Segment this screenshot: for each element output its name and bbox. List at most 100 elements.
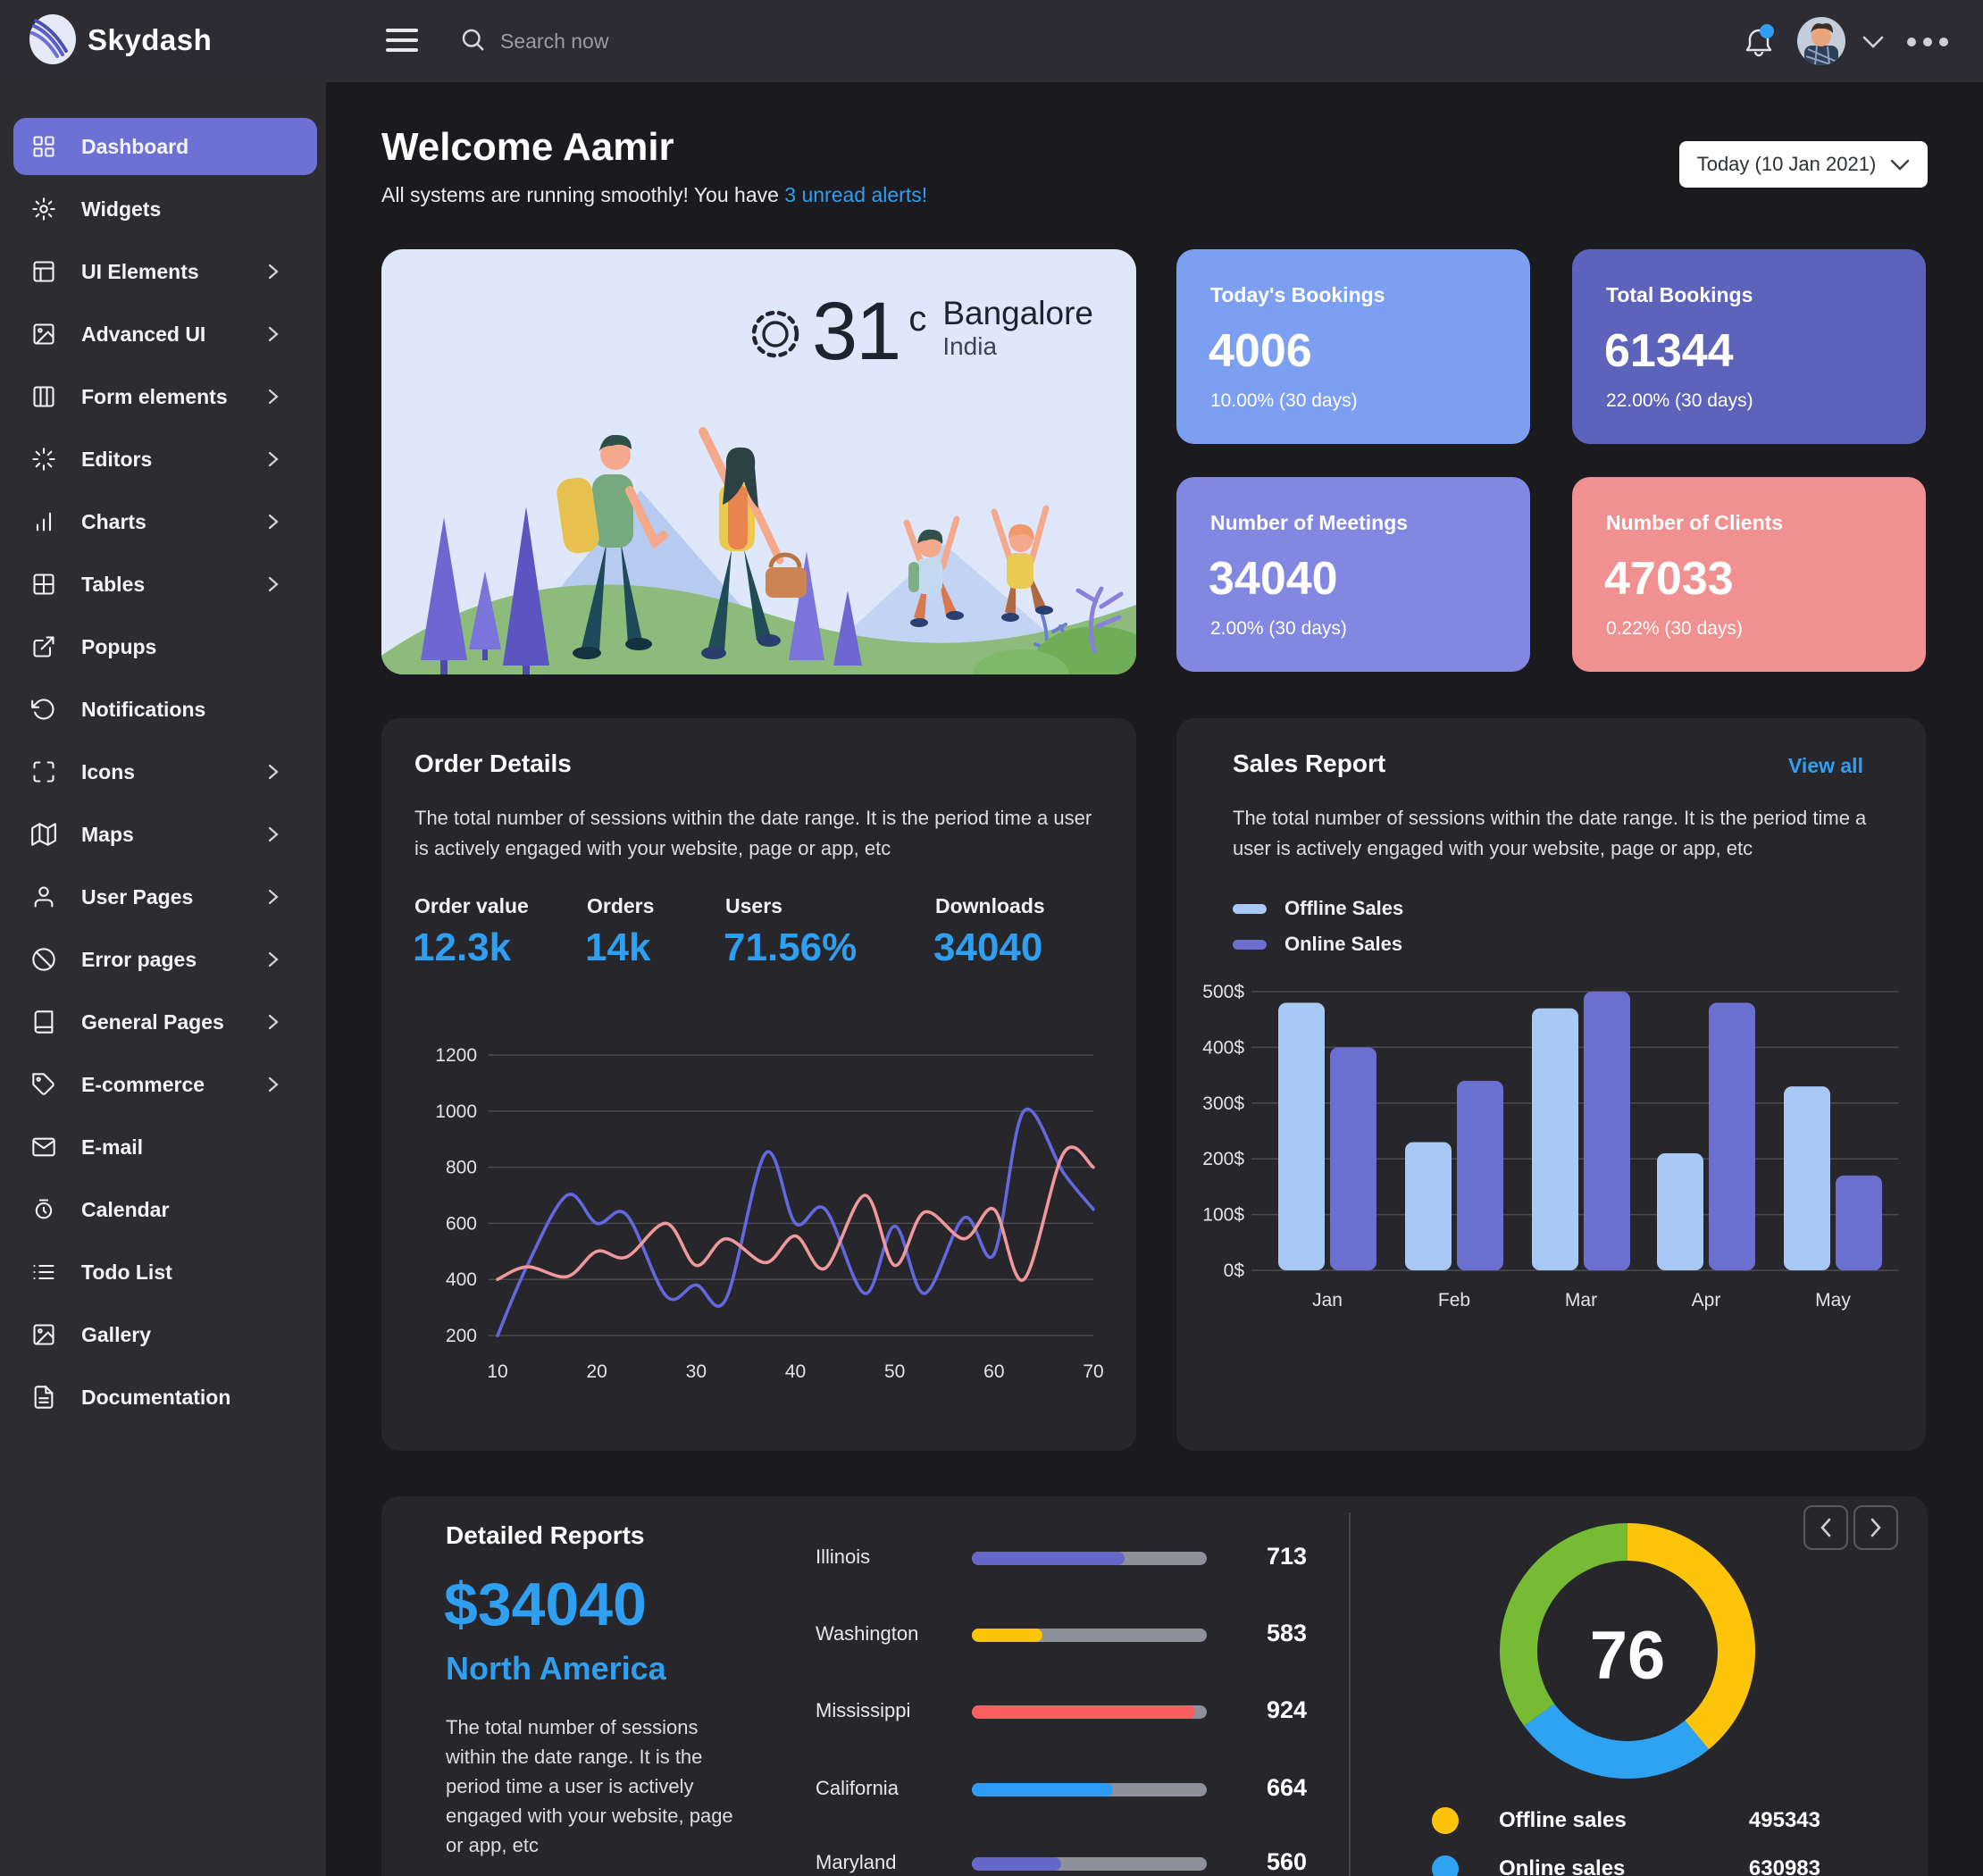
sidebar-item-error-pages[interactable]: Error pages xyxy=(13,931,317,988)
stat-title: Total Bookings xyxy=(1606,283,1753,306)
sidebar-item-label: Documentation xyxy=(81,1385,231,1409)
svg-text:60: 60 xyxy=(983,1361,1004,1382)
temperature-value: 31 xyxy=(811,286,901,377)
skydash-logo-icon[interactable] xyxy=(27,13,79,65)
profile-chevron-down-icon[interactable] xyxy=(1862,34,1885,54)
sidebar-item-editors[interactable]: Editors xyxy=(13,431,317,488)
sidebar-item-label: Tables xyxy=(81,572,146,596)
sidebar-item-advanced-ui[interactable]: Advanced UI xyxy=(13,306,317,363)
chevron-right-icon xyxy=(265,761,281,787)
stat-title: Today's Bookings xyxy=(1210,283,1385,306)
sidebar-item-label: Icons xyxy=(81,759,136,783)
order-stat-label: Users xyxy=(725,894,782,917)
sidebar-item-documentation[interactable]: Documentation xyxy=(13,1369,317,1426)
donut-legend-offline: Offline sales 495343 xyxy=(1432,1807,1820,1834)
notification-bell-icon[interactable] xyxy=(1740,23,1778,65)
hiking-family-illustration xyxy=(381,392,1136,674)
sidebar-item-icons[interactable]: Icons xyxy=(13,743,317,800)
gallery-icon xyxy=(31,1322,56,1347)
table-icon xyxy=(31,572,56,597)
sidebar-item-label: E-mail xyxy=(81,1135,144,1159)
external-link-icon xyxy=(31,634,56,659)
sidebar-item-widgets[interactable]: Widgets xyxy=(13,180,317,238)
stat-value: 61344 xyxy=(1604,325,1734,377)
sidebar-item-label: UI Elements xyxy=(81,259,199,283)
region-row-maryland: Maryland 560 xyxy=(381,1848,1349,1876)
sidebar-item-label: Editors xyxy=(81,447,153,471)
date-range-label: Today (10 Jan 2021) xyxy=(1696,153,1877,175)
svg-text:40: 40 xyxy=(785,1361,806,1382)
sidebar-item-general-pages[interactable]: General Pages xyxy=(13,993,317,1051)
sidebar-item-label: Dashboard xyxy=(81,134,189,158)
stat-card-todays-bookings[interactable]: Today's Bookings 4006 10.00% (30 days) xyxy=(1176,249,1530,444)
donut-legend-online: Online sales 630983 xyxy=(1432,1855,1820,1876)
sidebar-item-notifications[interactable]: Notifications xyxy=(13,681,317,738)
search-input[interactable] xyxy=(498,28,841,54)
sidebar-item-label: Error pages xyxy=(81,947,197,971)
weather-country: India xyxy=(942,331,998,360)
svg-text:400: 400 xyxy=(446,1269,477,1290)
weather-summary: 31 c Bangalore India xyxy=(748,290,1093,373)
order-stat-label: Downloads xyxy=(935,894,1045,917)
sidebar-item-maps[interactable]: Maps xyxy=(13,806,317,863)
detailed-reports-amount: $34040 xyxy=(444,1570,647,1638)
sidebar-item-label: User Pages xyxy=(81,884,194,909)
carousel-next-button[interactable] xyxy=(1853,1505,1898,1550)
weather-city: Bangalore xyxy=(942,295,1093,331)
user-icon xyxy=(31,884,56,909)
sidebar-item-e-commerce[interactable]: E-commerce xyxy=(13,1056,317,1113)
sidebar-item-charts[interactable]: Charts xyxy=(13,493,317,550)
unread-alerts-link[interactable]: 3 unread alerts! xyxy=(784,183,928,206)
sidebar-item-user-pages[interactable]: User Pages xyxy=(13,868,317,925)
weather-card: 31 c Bangalore India xyxy=(381,249,1136,674)
book-icon xyxy=(31,1009,56,1034)
sidebar: Dashboard Widgets UI Elements Advanced UI Fo… xyxy=(0,82,326,1876)
offline-sales-dot xyxy=(1432,1807,1459,1834)
carousel-prev-button[interactable] xyxy=(1803,1505,1848,1550)
detailed-reports-title: Detailed Reports xyxy=(446,1521,645,1549)
temperature-unit: c xyxy=(908,299,927,339)
more-options-icon[interactable] xyxy=(1904,36,1951,53)
region-row-illinois: Illinois 713 xyxy=(381,1543,1349,1574)
detailed-reports-card: Detailed Reports $34040 North America Th… xyxy=(381,1496,1928,1876)
stat-card-number-of-meetings[interactable]: Number of Meetings 34040 2.00% (30 days) xyxy=(1176,477,1530,672)
map-icon xyxy=(31,822,56,847)
sidebar-item-e-mail[interactable]: E-mail xyxy=(13,1118,317,1176)
sidebar-item-ui-elements[interactable]: UI Elements xyxy=(13,243,317,300)
view-all-link[interactable]: View all xyxy=(1788,754,1863,777)
stat-title: Number of Clients xyxy=(1606,511,1784,534)
stat-value: 34040 xyxy=(1209,553,1338,605)
detailed-reports-description: The total number of sessions within the … xyxy=(446,1716,733,1856)
chevron-right-icon xyxy=(265,886,281,912)
region-value: 713 xyxy=(1266,1543,1307,1570)
sidebar-item-popups[interactable]: Popups xyxy=(13,618,317,675)
stat-card-total-bookings[interactable]: Total Bookings 61344 22.00% (30 days) xyxy=(1572,249,1926,444)
svg-text:1000: 1000 xyxy=(435,1101,477,1122)
svg-text:800: 800 xyxy=(446,1158,477,1178)
stat-card-number-of-clients[interactable]: Number of Clients 47033 0.22% (30 days) xyxy=(1572,477,1926,672)
avatar[interactable] xyxy=(1797,17,1845,70)
menu-toggle-icon[interactable] xyxy=(386,29,418,54)
chevron-right-icon xyxy=(265,511,281,537)
sidebar-item-tables[interactable]: Tables xyxy=(13,556,317,613)
svg-text:May: May xyxy=(1815,1290,1851,1311)
sidebar-item-label: General Pages xyxy=(81,1009,224,1034)
svg-text:300$: 300$ xyxy=(1202,1093,1244,1114)
order-details-description: The total number of sessions within the … xyxy=(414,807,1092,860)
stat-subtext: 2.00% (30 days) xyxy=(1210,618,1347,639)
order-stat-label: Order value xyxy=(414,894,529,917)
sidebar-item-gallery[interactable]: Gallery xyxy=(13,1306,317,1363)
tag-icon xyxy=(31,1072,56,1097)
sidebar-item-todo-list[interactable]: Todo List xyxy=(13,1244,317,1301)
sidebar-item-form-elements[interactable]: Form elements xyxy=(13,368,317,425)
list-icon xyxy=(31,1260,56,1285)
date-range-dropdown[interactable]: Today (10 Jan 2021) xyxy=(1679,141,1928,188)
sidebar-item-dashboard[interactable]: Dashboard xyxy=(13,118,317,175)
legend-offline-sales: Offline Sales xyxy=(1233,897,1403,920)
donut-legend-label: Offline sales xyxy=(1499,1808,1627,1832)
svg-text:20: 20 xyxy=(586,1361,607,1382)
svg-text:70: 70 xyxy=(1083,1361,1103,1382)
sidebar-item-label: Charts xyxy=(81,509,146,533)
gear-icon xyxy=(31,197,56,222)
sidebar-item-calendar[interactable]: Calendar xyxy=(13,1181,317,1238)
